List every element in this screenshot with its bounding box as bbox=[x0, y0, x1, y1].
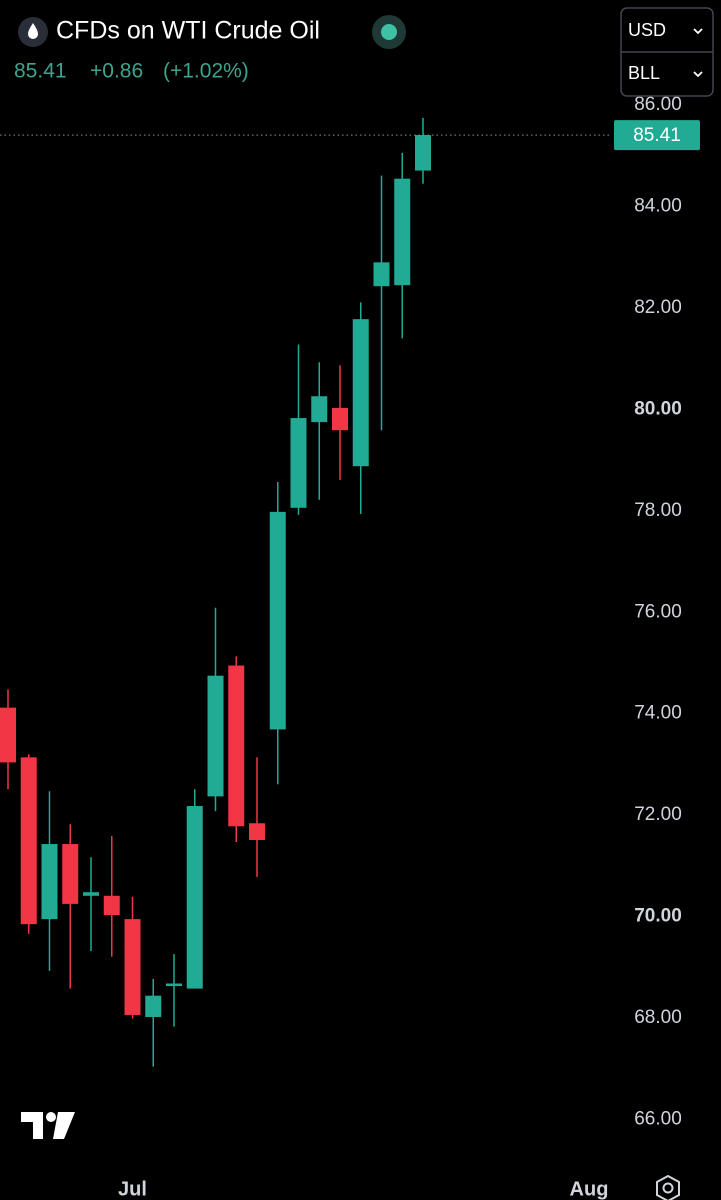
settings-button[interactable] bbox=[656, 1174, 680, 1200]
y-tick-label: 68.00 bbox=[634, 1007, 682, 1028]
last-price: 85.41 bbox=[14, 60, 67, 83]
market-status bbox=[372, 15, 406, 49]
candle-body bbox=[290, 418, 307, 508]
y-tick-label: 80.00 bbox=[634, 398, 682, 419]
y-tick-label: 78.00 bbox=[634, 500, 682, 521]
candle-body bbox=[352, 319, 369, 467]
x-tick-label: Jul bbox=[118, 1178, 147, 1200]
candle-body bbox=[166, 983, 182, 987]
tradingview-logo bbox=[21, 1112, 75, 1139]
y-tick-label: 72.00 bbox=[634, 804, 682, 825]
y-tick-label: 84.00 bbox=[634, 196, 682, 217]
candle-body bbox=[0, 707, 16, 763]
candle-body bbox=[207, 675, 224, 797]
y-tick-label: 74.00 bbox=[634, 703, 682, 724]
candle-body bbox=[20, 757, 37, 925]
candle-body bbox=[415, 135, 431, 171]
candle-body bbox=[373, 262, 390, 287]
y-tick-label: 76.00 bbox=[634, 601, 682, 622]
last-price-badge bbox=[614, 120, 700, 151]
candle-body bbox=[124, 919, 141, 1015]
candle-body bbox=[83, 892, 99, 896]
candle-body bbox=[332, 407, 348, 431]
x-tick-label: Aug bbox=[570, 1178, 609, 1200]
y-tick-label: 82.00 bbox=[634, 297, 682, 318]
candle-body bbox=[311, 396, 328, 423]
y-tick-label: 66.00 bbox=[634, 1108, 682, 1129]
candle-body bbox=[394, 178, 411, 286]
symbol-icon bbox=[18, 17, 48, 47]
candle-body bbox=[186, 806, 203, 989]
candle-body bbox=[62, 844, 79, 904]
candle-body bbox=[249, 823, 265, 840]
unit-selector[interactable]: USD BLL bbox=[620, 7, 714, 97]
candle-body bbox=[103, 895, 120, 916]
candle-body bbox=[228, 665, 245, 827]
last-price-label: 85.41 bbox=[633, 125, 681, 146]
candle-body bbox=[145, 995, 162, 1017]
plot-area: 66.00 68.00 70.00 72.00 74.00 76.00 78.00 80.00… bbox=[0, 94, 700, 1200]
candle-body bbox=[269, 511, 286, 730]
price-change-percent: (+1.02%) bbox=[163, 60, 249, 83]
chart-title: CFDs on WTI Crude Oil bbox=[56, 17, 320, 45]
candle-body bbox=[41, 844, 58, 920]
price-change: +0.86 bbox=[90, 60, 143, 83]
y-tick-label: 86.00 bbox=[634, 94, 682, 115]
unit-dropdown[interactable]: BLL bbox=[628, 63, 660, 83]
currency-selector[interactable]: USD bbox=[628, 20, 666, 40]
y-tick-label: 70.00 bbox=[634, 906, 682, 927]
